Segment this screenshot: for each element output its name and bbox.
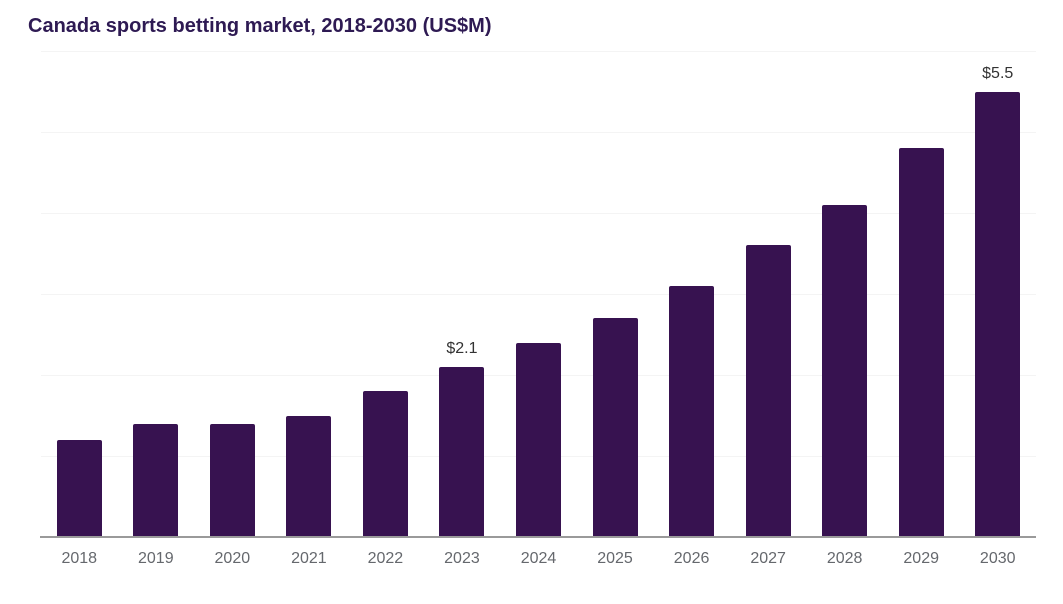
bar-2030 xyxy=(975,91,1021,537)
bar-2023 xyxy=(439,366,485,537)
x-tick-label-2019: 2019 xyxy=(138,550,174,567)
gridline xyxy=(41,132,1036,133)
bar-2026 xyxy=(669,285,715,537)
x-tick-label-2028: 2028 xyxy=(826,550,863,567)
gridline xyxy=(41,294,1036,295)
gridline xyxy=(41,51,1036,52)
x-tick-label-2026: 2026 xyxy=(673,550,710,567)
data-label-2023: $2.1 xyxy=(446,339,478,357)
x-tick-label-2021: 2021 xyxy=(291,550,327,567)
bar-2021 xyxy=(286,415,332,537)
bar-band-2023: $2.1 xyxy=(424,51,501,537)
gridline xyxy=(41,213,1036,214)
x-tick-label-2030: 2030 xyxy=(979,550,1016,567)
x-tick-label-2029: 2029 xyxy=(903,550,939,567)
plot-area: $2.1 $5.5 2018 2019 2020 2021 2022 2023 2024 202… xyxy=(40,51,1036,567)
x-tick-label-2020: 2020 xyxy=(214,550,251,567)
bar-band-2030: $5.5 xyxy=(959,51,1036,537)
bar-band-2026 xyxy=(653,51,730,537)
bar-band-2019 xyxy=(118,51,195,537)
bar-2028 xyxy=(822,204,868,537)
bar-band-2025 xyxy=(577,51,654,537)
bar-2025 xyxy=(592,318,638,537)
x-tick-label-2025: 2025 xyxy=(597,550,633,567)
x-tick-label-2023: 2023 xyxy=(444,550,480,567)
bar-2020 xyxy=(209,423,255,537)
bar-band-2029 xyxy=(883,51,960,537)
bar-2022 xyxy=(362,391,408,537)
bar-2029 xyxy=(898,148,944,537)
x-axis-line xyxy=(40,536,1036,538)
bar-2018 xyxy=(56,439,102,537)
bar-2024 xyxy=(515,342,561,537)
x-tick-label-2018: 2018 xyxy=(61,550,98,567)
bar-band-2020 xyxy=(194,51,271,537)
chart-title: Canada sports betting market, 2018-2030 … xyxy=(28,15,492,37)
bar-band-2028 xyxy=(806,51,883,537)
bar-band-2021 xyxy=(271,51,348,537)
bar-2027 xyxy=(745,245,791,537)
bar-band-2027 xyxy=(730,51,807,537)
bar-band-2024 xyxy=(500,51,577,537)
bar-2019 xyxy=(133,423,179,537)
x-tick-label-2027: 2027 xyxy=(750,550,786,567)
bar-band-2018 xyxy=(41,51,118,537)
x-tick-label-2024: 2024 xyxy=(520,550,557,567)
x-tick-label-2022: 2022 xyxy=(367,550,404,567)
bar-band-2022 xyxy=(347,51,424,537)
data-label-2030: $5.5 xyxy=(982,64,1014,82)
x-axis-labels: 2018 2019 2020 2021 2022 2023 2024 2025 2026 2027… xyxy=(41,550,1036,570)
